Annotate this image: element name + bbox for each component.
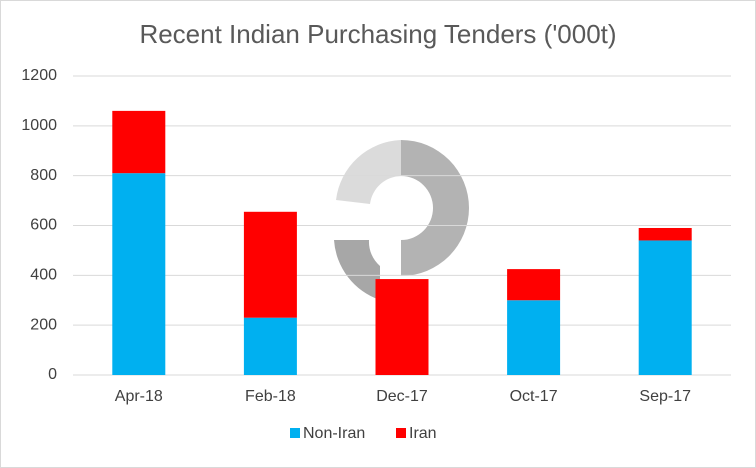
y-tick-label: 0 — [48, 366, 57, 383]
bar-segment — [638, 227, 692, 241]
bar-segment — [243, 317, 297, 375]
x-tick-label: Dec-17 — [376, 388, 428, 405]
x-tick-label: Feb-18 — [245, 388, 296, 405]
x-tick-label: Apr-18 — [115, 388, 163, 405]
bar-segment — [507, 300, 561, 375]
y-tick-label: 400 — [30, 267, 57, 284]
y-tick-label: 200 — [30, 316, 57, 333]
legend-label: Non-Iran — [303, 425, 365, 442]
y-tick-label: 1200 — [21, 67, 57, 84]
legend-swatch — [290, 428, 300, 438]
bar-segment — [243, 211, 297, 318]
chart-title: Recent Indian Purchasing Tenders ('000t) — [139, 19, 616, 49]
y-tick-label: 800 — [30, 167, 57, 184]
bar-segment — [375, 279, 429, 375]
y-tick-label: 600 — [30, 217, 57, 234]
bar-segment — [112, 173, 166, 375]
bar-segment — [507, 269, 561, 301]
legend-swatch — [396, 428, 406, 438]
y-tick-label: 1000 — [21, 117, 57, 134]
bar-segment — [638, 240, 692, 375]
watermark — [334, 140, 469, 300]
legend-label: Iran — [409, 425, 437, 442]
x-tick-label: Oct-17 — [510, 388, 558, 405]
bar-segment — [112, 110, 166, 174]
x-tick-label: Sep-17 — [639, 388, 691, 405]
